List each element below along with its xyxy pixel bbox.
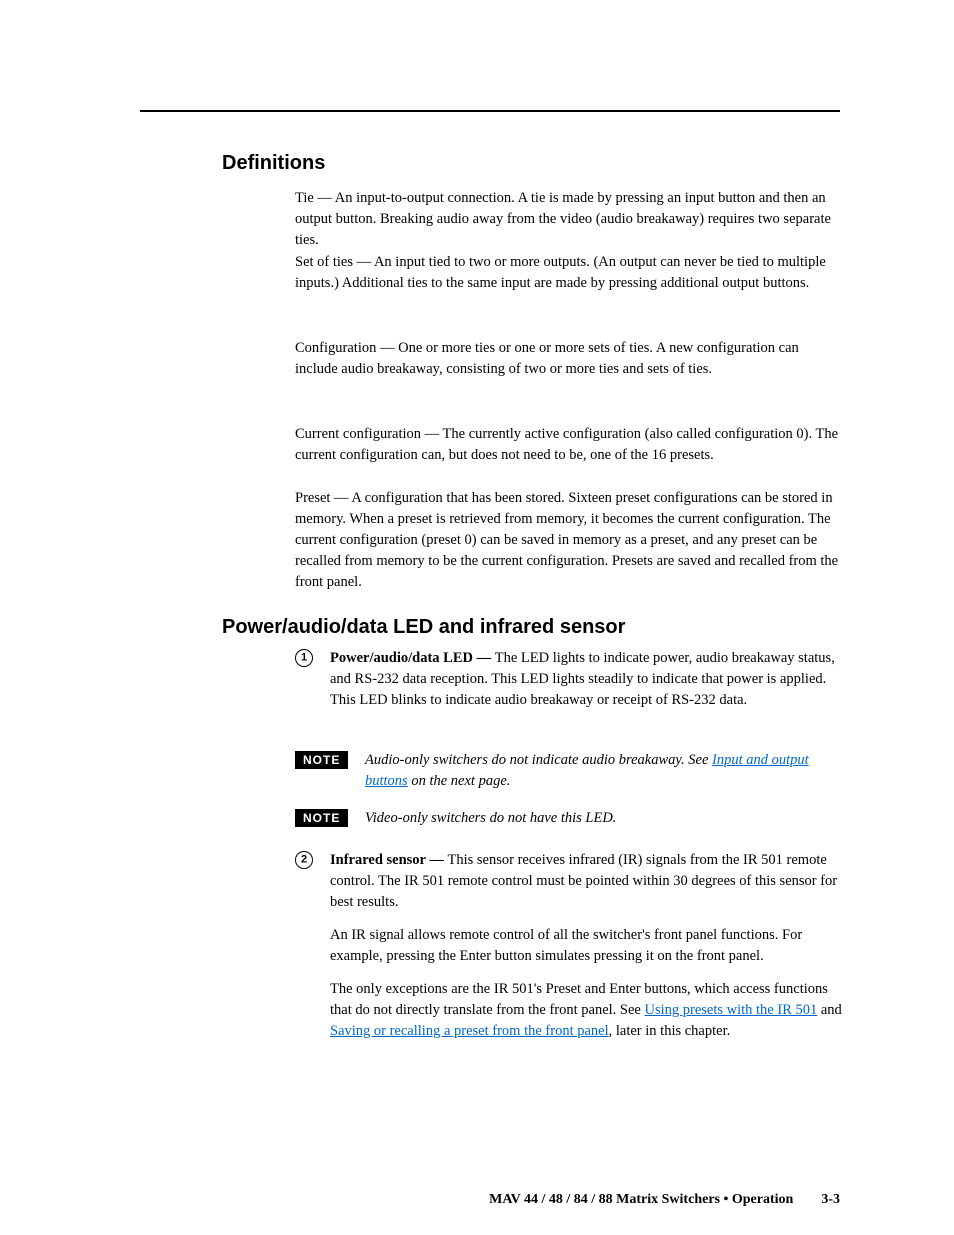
footer-page-number: 3-3: [821, 1192, 840, 1207]
ir-sensor-p1: Infrared sensor — This sensor receives i…: [330, 850, 843, 913]
definition-preset: Preset — A configuration that has been s…: [295, 488, 843, 593]
callout-marker-2-label: 2: [301, 853, 307, 865]
link-saving-recalling-preset[interactable]: Saving or recalling a preset from the fr…: [330, 1023, 609, 1039]
ir-sensor-between: and: [817, 1002, 842, 1018]
heading-power-led-ir: Power/audio/data LED and infrared sensor: [222, 616, 625, 639]
note-badge-1: NOTE: [295, 751, 348, 769]
link-using-presets-ir501[interactable]: Using presets with the IR 501: [644, 1002, 817, 1018]
power-led-label: Power/audio/data LED —: [330, 650, 495, 666]
note-2-text: Video-only switchers do not have this LE…: [365, 808, 843, 829]
callout-marker-2: 2: [295, 851, 313, 869]
definition-set-of-ties: Set of ties — An input tied to two or mo…: [295, 252, 843, 294]
definition-tie: Tie — An input-to-output connection. A t…: [295, 188, 843, 251]
note-badge-2-label: NOTE: [295, 809, 348, 827]
page: Definitions Tie — An input-to-output con…: [0, 0, 954, 1235]
ir-sensor-p2-lead: An IR signal allows remote control of al…: [330, 927, 802, 964]
definition-current-configuration: Current configuration — The currently ac…: [295, 424, 843, 466]
ir-sensor-tail: , later in this chapter.: [609, 1023, 731, 1039]
callout-marker-1: 1: [295, 649, 313, 667]
definition-configuration: Configuration — One or more ties or one …: [295, 338, 843, 380]
note-1-text: Audio-only switchers do not indicate aud…: [365, 750, 843, 792]
power-led-description: Power/audio/data LED — The LED lights to…: [330, 648, 843, 711]
ir-sensor-description: Infrared sensor — This sensor receives i…: [330, 850, 843, 1042]
ir-sensor-p3: The only exceptions are the IR 501's Pre…: [330, 979, 843, 1042]
heading-definitions: Definitions: [222, 152, 325, 175]
note-1-lead: Audio-only switchers do not indicate aud…: [365, 752, 712, 768]
callout-marker-1-label: 1: [301, 651, 307, 663]
ir-sensor-p2: An IR signal allows remote control of al…: [330, 925, 843, 967]
page-footer: MAV 44 / 48 / 84 / 88 Matrix Switchers •…: [0, 1192, 840, 1208]
note-badge-1-label: NOTE: [295, 751, 348, 769]
note-badge-2: NOTE: [295, 809, 348, 827]
top-rule: [140, 110, 840, 112]
note-1-tail: on the next page.: [408, 773, 511, 789]
footer-title: MAV 44 / 48 / 84 / 88 Matrix Switchers •…: [489, 1192, 793, 1207]
ir-sensor-label: Infrared sensor —: [330, 852, 447, 868]
